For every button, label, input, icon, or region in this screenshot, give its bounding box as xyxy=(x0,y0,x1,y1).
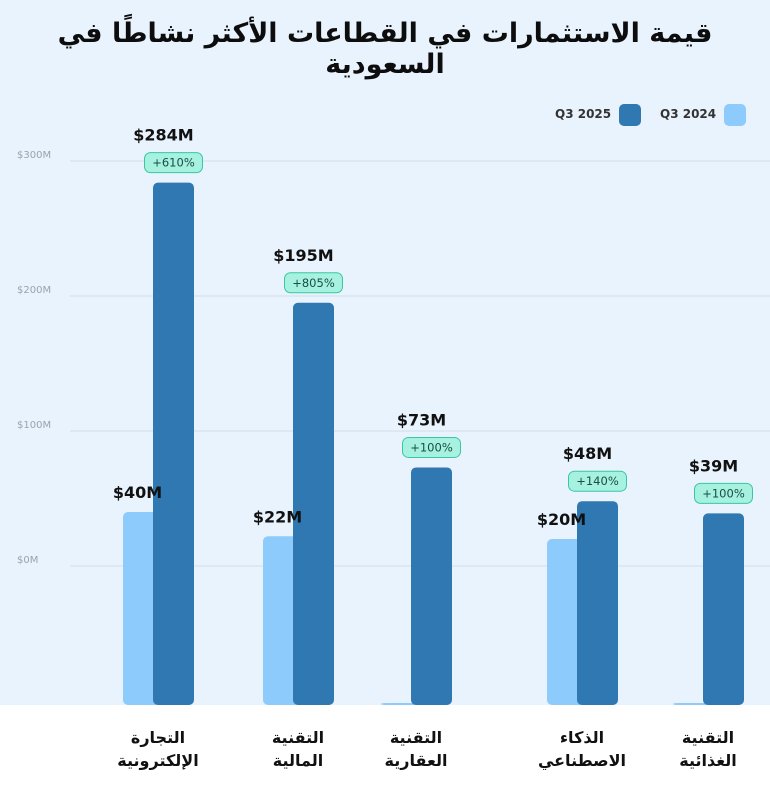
growth-badge-4 xyxy=(694,482,753,504)
growth-badge-text-4: +100% xyxy=(702,486,745,500)
growth-badge-text-3: +140% xyxy=(576,474,619,488)
bar-2025-1 xyxy=(293,302,334,705)
legend-label-2025: Q3 2025 xyxy=(555,107,612,121)
value-label-2024-3: $20M xyxy=(537,510,586,529)
legend-label-2024: Q3 2024 xyxy=(660,107,717,121)
y-tick-label-3: $300M xyxy=(17,150,51,161)
growth-badge-text-1: +805% xyxy=(292,276,335,290)
bar-2024-2 xyxy=(381,703,422,705)
y-tick-label-0: $0M xyxy=(17,555,38,566)
x-label-fintech: التقنية المالية xyxy=(271,728,325,770)
growth-badge-2 xyxy=(402,436,461,458)
y-tick-label-2: $200M xyxy=(17,285,51,296)
value-label-2025-0: $284M xyxy=(133,126,193,145)
bar-2025-4 xyxy=(703,513,744,705)
bar-2025-3 xyxy=(577,501,618,705)
legend-swatch-2024 xyxy=(724,104,746,126)
legend-item-2024: Q3 2024 xyxy=(660,104,750,126)
legend-swatch-2025 xyxy=(619,104,641,126)
x-label-foodtech: التقنية الغذائية xyxy=(679,728,737,770)
growth-badge-1 xyxy=(284,272,343,294)
value-label-2024-1: $22M xyxy=(253,507,302,526)
chart-title: قيمة الاستثمارات في القطاعات الأكثر نشاط… xyxy=(57,18,713,80)
y-tick-label-1: $100M xyxy=(17,420,51,431)
x-label-ai: الذكاء الاصطناعي xyxy=(537,728,627,770)
growth-badge-0 xyxy=(144,152,203,174)
value-label-2025-2: $73M xyxy=(397,410,446,429)
x-label-proptech: التقنية العقارية xyxy=(384,728,448,770)
bar-chart: $0M $100M $200M $300M $40M +610% $284M $22M +805… xyxy=(17,126,770,705)
value-label-2025-3: $48M xyxy=(563,444,612,463)
bar-2025-0 xyxy=(153,182,194,705)
growth-badge-text-2: +100% xyxy=(410,440,453,454)
value-label-2025-4: $39M xyxy=(689,456,738,475)
bar-2024-4 xyxy=(673,703,714,705)
value-label-2024-0: $40M xyxy=(113,483,162,502)
growth-badge-3 xyxy=(568,470,627,492)
value-label-2025-1: $195M xyxy=(273,246,333,265)
bar-2025-2 xyxy=(411,467,452,705)
growth-badge-text-0: +610% xyxy=(152,156,195,170)
legend-item-2025: Q3 2025 xyxy=(555,104,645,126)
x-label-ecommerce: التجارة الإلكترونية xyxy=(117,728,199,770)
